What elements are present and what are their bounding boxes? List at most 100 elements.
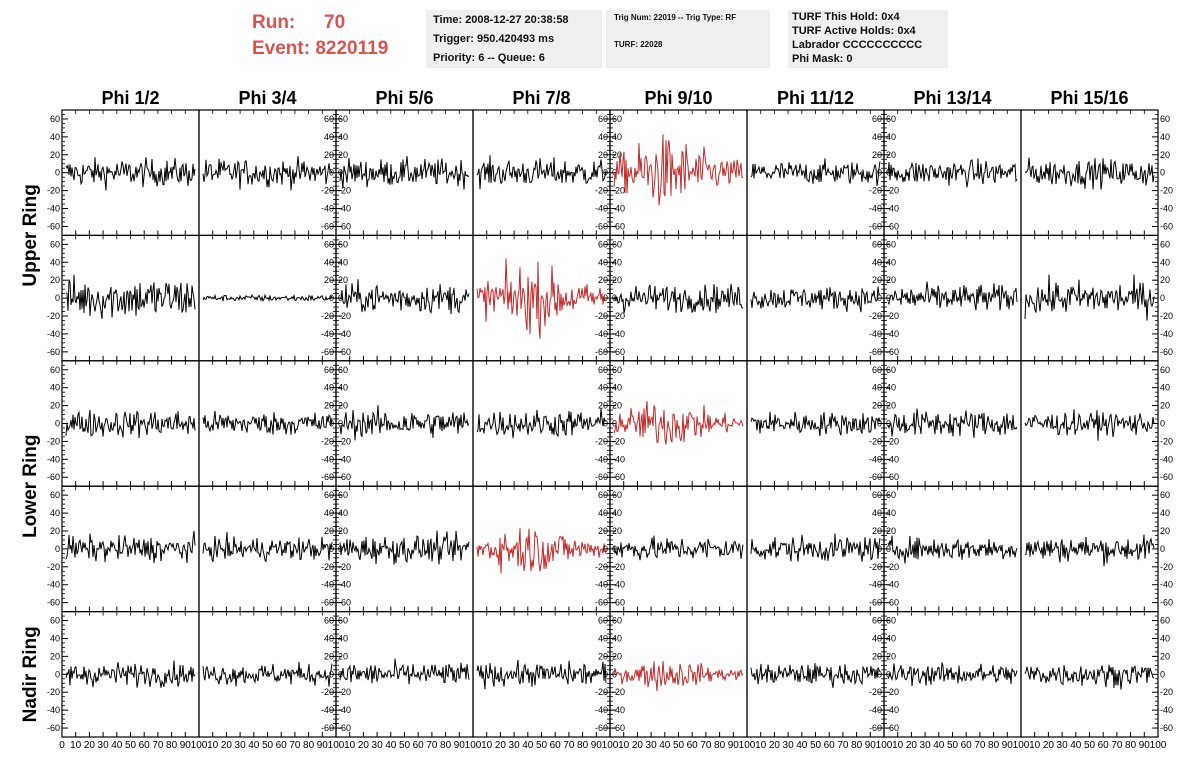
x-tick-label: 70 bbox=[837, 740, 849, 751]
ring-label: Nadir Ring bbox=[20, 626, 41, 722]
y-tick-label: 0 bbox=[603, 419, 608, 429]
y-tick-label: 0 bbox=[55, 293, 60, 303]
y-tick-label: 60 bbox=[598, 365, 608, 375]
y-tick-label: -60 bbox=[338, 347, 351, 357]
y-tick-label: -40 bbox=[886, 705, 899, 715]
y-tick-label: 20 bbox=[886, 275, 896, 285]
x-tick-label: 80 bbox=[166, 740, 178, 751]
x-tick-label: 70 bbox=[152, 740, 164, 751]
y-tick-label: -20 bbox=[1160, 687, 1173, 697]
y-tick-label: -20 bbox=[886, 436, 899, 446]
y-tick-label: -40 bbox=[869, 204, 882, 214]
y-tick-label: -60 bbox=[869, 598, 882, 608]
y-tick-label: 40 bbox=[1160, 132, 1170, 142]
x-tick-label: 100 bbox=[328, 740, 345, 751]
y-tick-label: -20 bbox=[338, 687, 351, 697]
x-tick-label: 20 bbox=[84, 740, 96, 751]
y-tick-label: -60 bbox=[338, 472, 351, 482]
x-tick-label: 40 bbox=[248, 740, 260, 751]
x-tick-label: 50 bbox=[399, 740, 411, 751]
y-tick-label: -40 bbox=[886, 329, 899, 339]
waveform-panel: -60 -40 -20 0 20 40 60 bbox=[595, 109, 748, 237]
y-tick-label: -20 bbox=[338, 186, 351, 196]
y-tick-label: 60 bbox=[612, 490, 622, 500]
y-tick-label: -40 bbox=[1160, 454, 1173, 464]
x-tick-label: 70 bbox=[1111, 740, 1123, 751]
waveform-panel: -60 -40 -20 0 20 40 60 bbox=[595, 610, 748, 738]
y-tick-label: -40 bbox=[47, 580, 60, 590]
waveform bbox=[887, 662, 1018, 687]
x-tick-label: 0 bbox=[59, 740, 65, 751]
x-tick-label: 80 bbox=[440, 740, 452, 751]
y-tick-label: 0 bbox=[877, 419, 882, 429]
y-tick-label: 0 bbox=[603, 168, 608, 178]
waveform-panel: -60 -40 -20 0 20 40 60 bbox=[595, 234, 748, 362]
y-tick-label: 0 bbox=[877, 669, 882, 679]
x-tick-label: 40 bbox=[111, 740, 123, 751]
y-tick-label: 40 bbox=[886, 383, 896, 393]
y-tick-label: 20 bbox=[50, 651, 60, 661]
y-tick-label: 20 bbox=[324, 401, 334, 411]
x-tick-label: 70 bbox=[426, 740, 438, 751]
y-tick-label: -60 bbox=[338, 221, 351, 231]
y-tick-label: 40 bbox=[598, 132, 608, 142]
x-tick-label: 10 bbox=[892, 740, 904, 751]
y-tick-label: -60 bbox=[595, 598, 608, 608]
y-tick-label: -40 bbox=[869, 580, 882, 590]
x-tick-label: 30 bbox=[235, 740, 247, 751]
x-tick-label: 50 bbox=[536, 740, 548, 751]
y-tick-label: -60 bbox=[869, 347, 882, 357]
y-tick-label: -40 bbox=[869, 454, 882, 464]
y-tick-label: -60 bbox=[886, 347, 899, 357]
y-tick-label: -40 bbox=[886, 454, 899, 464]
y-tick-label: 20 bbox=[50, 275, 60, 285]
x-tick-label: 20 bbox=[495, 740, 507, 751]
x-tick-label: 50 bbox=[125, 740, 137, 751]
y-tick-label: -60 bbox=[886, 598, 899, 608]
y-tick-label: -40 bbox=[321, 705, 334, 715]
y-tick-label: -20 bbox=[47, 687, 60, 697]
x-tick-label: 40 bbox=[385, 740, 397, 751]
y-tick-label: 60 bbox=[338, 114, 348, 124]
y-tick-label: 40 bbox=[338, 508, 348, 518]
event-label: Event: bbox=[252, 38, 311, 59]
y-tick-label: 20 bbox=[872, 651, 882, 661]
y-tick-label: 20 bbox=[1160, 651, 1170, 661]
y-tick-label: -20 bbox=[1160, 186, 1173, 196]
x-tick-label: 20 bbox=[769, 740, 781, 751]
y-tick-label: 40 bbox=[872, 383, 882, 393]
y-tick-label: 0 bbox=[1160, 669, 1165, 679]
y-tick-label: 60 bbox=[886, 114, 896, 124]
waveform-panel: -60 -40 -20 0 20 40 60 bbox=[1020, 485, 1173, 613]
waveform bbox=[750, 533, 881, 562]
y-tick-label: -60 bbox=[612, 598, 625, 608]
y-tick-label: 60 bbox=[50, 114, 60, 124]
y-tick-label: 20 bbox=[338, 526, 348, 536]
y-tick-label: 20 bbox=[338, 275, 348, 285]
y-tick-label: -40 bbox=[47, 454, 60, 464]
y-tick-label: -20 bbox=[338, 562, 351, 572]
y-tick-label: 60 bbox=[1160, 616, 1170, 626]
turf-text: TURF: 22028 bbox=[614, 40, 663, 49]
y-tick-label: 60 bbox=[338, 365, 348, 375]
y-tick-label: 0 bbox=[55, 419, 60, 429]
y-tick-label: -20 bbox=[1160, 562, 1173, 572]
y-tick-label: 60 bbox=[324, 616, 334, 626]
y-tick-label: -40 bbox=[612, 204, 625, 214]
y-tick-label: 20 bbox=[886, 526, 896, 536]
x-tick-label: 80 bbox=[714, 740, 726, 751]
y-tick-label: -60 bbox=[612, 221, 625, 231]
y-tick-label: -60 bbox=[612, 723, 625, 733]
waveform-panel: -60 -40 -20 0 20 40 60 bbox=[595, 360, 748, 487]
waveform bbox=[750, 411, 881, 437]
y-tick-label: 40 bbox=[1160, 257, 1170, 267]
y-tick-label: 60 bbox=[324, 365, 334, 375]
x-tick-label: 70 bbox=[289, 740, 301, 751]
waveform bbox=[1025, 534, 1155, 567]
y-tick-label: 40 bbox=[886, 508, 896, 518]
waveform-panel: -60 -40 -20 0 20 40 60 bbox=[321, 234, 474, 362]
x-tick-label: 80 bbox=[1125, 740, 1137, 751]
y-tick-label: -40 bbox=[338, 705, 351, 715]
y-tick-label: -20 bbox=[869, 687, 882, 697]
y-tick-label: 40 bbox=[612, 633, 622, 643]
